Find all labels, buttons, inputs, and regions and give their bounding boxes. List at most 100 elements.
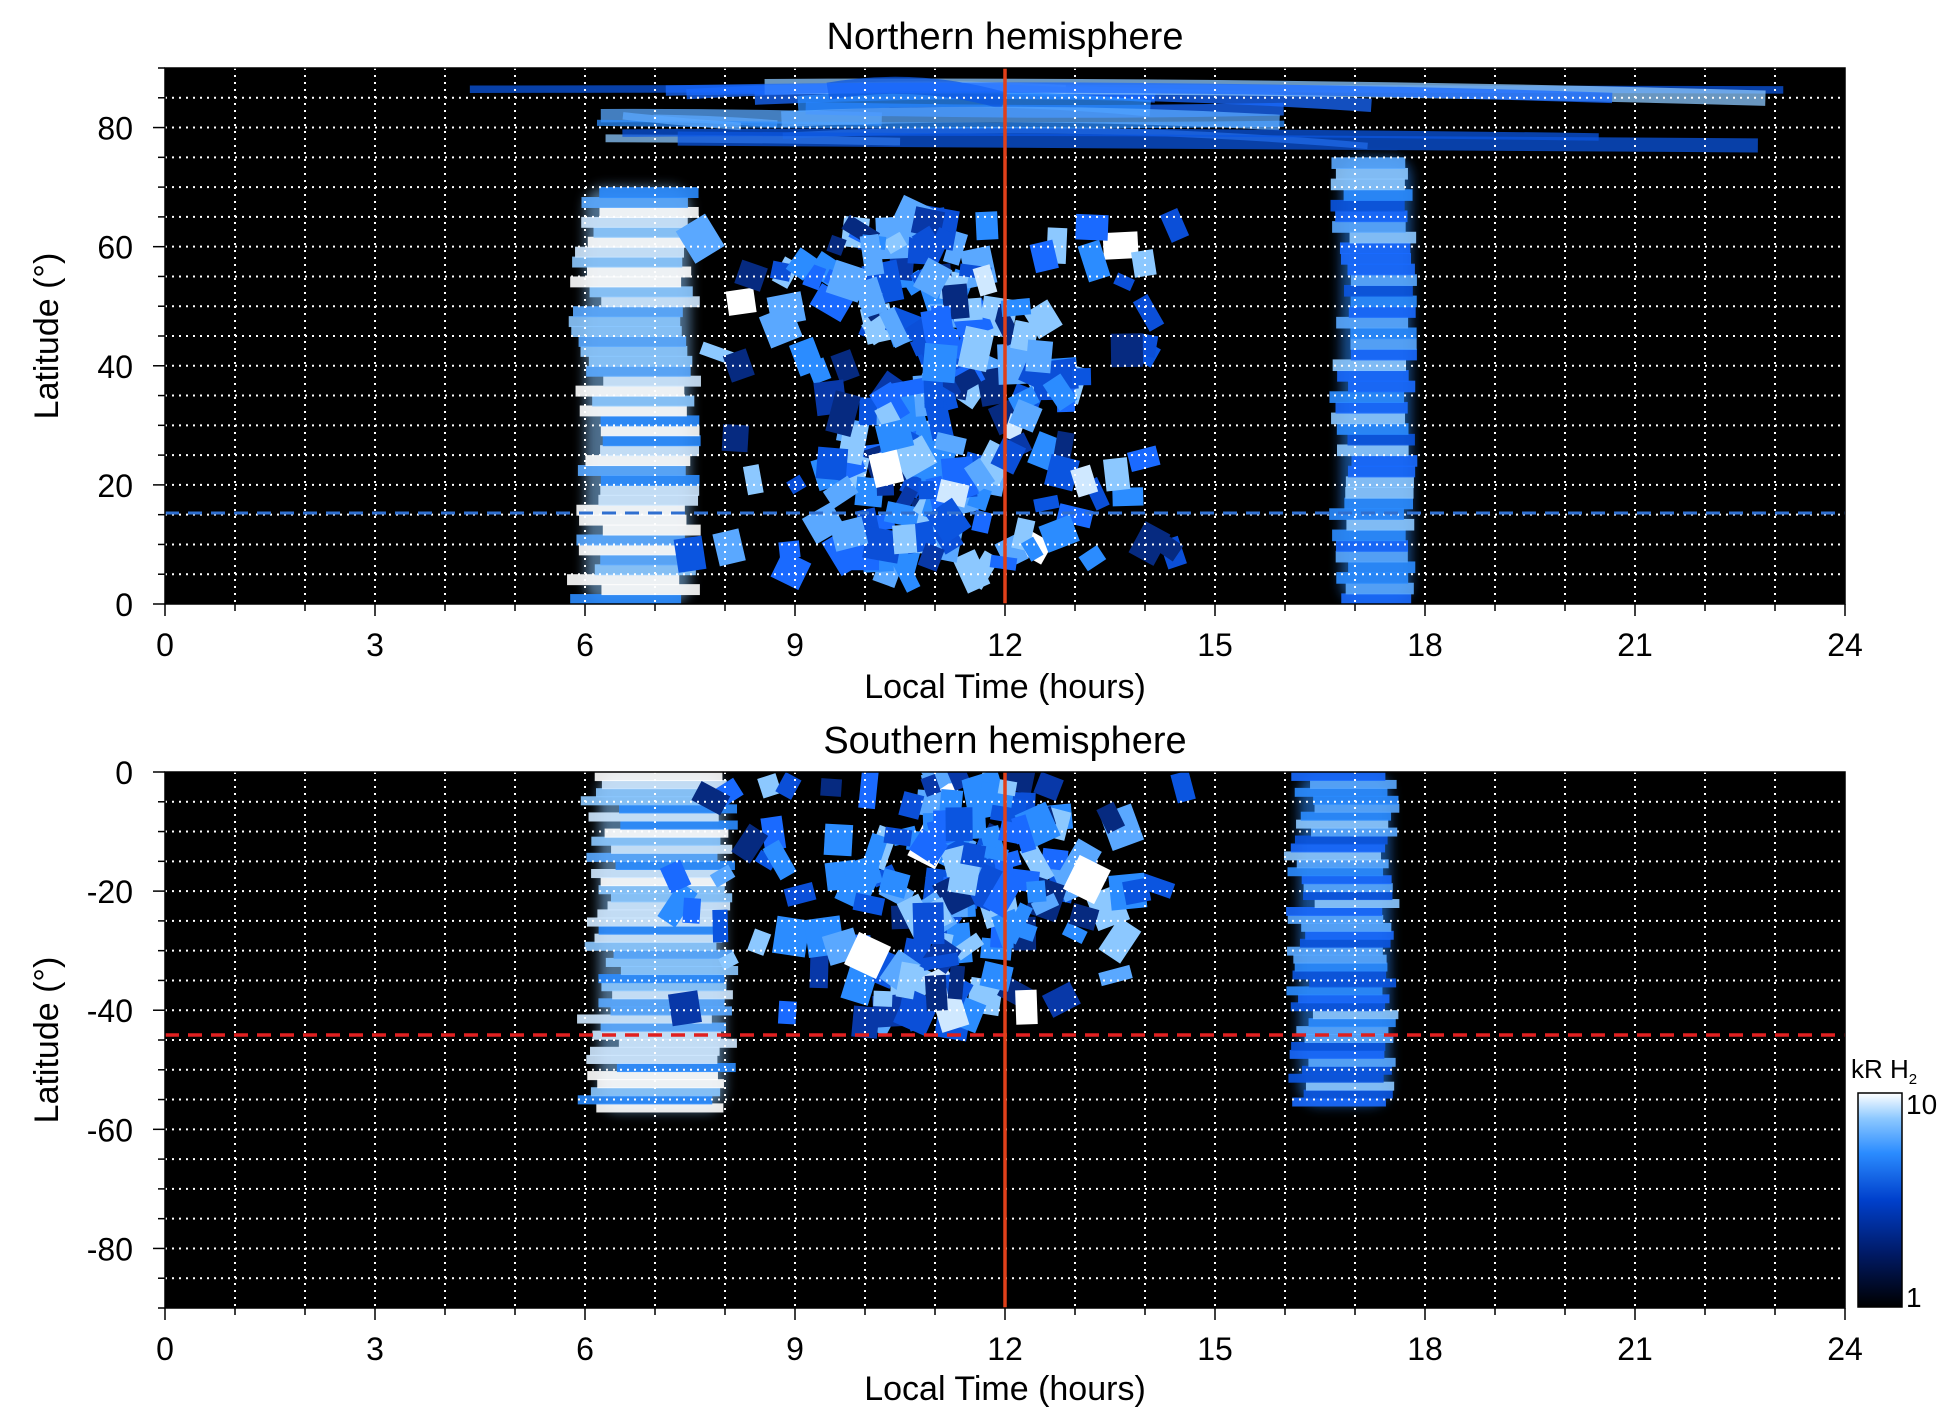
- north-emission-strip: [1332, 221, 1406, 233]
- north-emission-arc: [665, 82, 1613, 104]
- south-axes: 0 3 6 9 12 15 18 21 24 0 -20 -40 -60 -80: [87, 755, 1863, 1367]
- south-emission-patch: [908, 828, 949, 867]
- south-emission-strip: [1308, 1018, 1396, 1028]
- north-emission-strip: [575, 385, 685, 397]
- north-emission-strip: [1335, 401, 1408, 414]
- north-emission-patch: [785, 247, 818, 281]
- north-emission-arc: [622, 128, 1599, 141]
- south-emission-patch: [1026, 880, 1047, 903]
- north-emission-strip: [1336, 572, 1409, 584]
- north-emission-strip: [571, 326, 682, 337]
- north-emission-patch: [957, 325, 995, 373]
- north-title: Northern hemisphere: [827, 16, 1184, 58]
- north-emission-patch: [675, 213, 725, 264]
- north-emission-patch: [963, 457, 996, 492]
- north-emission-strip: [581, 216, 688, 228]
- south-emission-strip: [1288, 1073, 1384, 1083]
- south-emission-patch: [844, 931, 892, 980]
- south-emission-patch: [775, 772, 802, 800]
- south-emission-patch: [1019, 842, 1055, 885]
- north-emission-strip: [1336, 540, 1409, 552]
- north-emission-patch: [1075, 213, 1109, 241]
- north-emission-strip: [568, 316, 681, 328]
- south-emission-patch: [754, 849, 778, 871]
- north-emission-strip: [1339, 242, 1411, 255]
- south-emission-patch: [709, 864, 736, 888]
- north-emission-patch: [975, 211, 999, 241]
- south-x-tick-label: 3: [366, 1331, 384, 1367]
- north-emission-strip: [1346, 518, 1415, 531]
- south-emission-strip: [1305, 1081, 1395, 1091]
- north-emission-strip: [1337, 370, 1409, 382]
- north-emission-strip: [599, 206, 699, 218]
- north-emission-arc: [677, 131, 1758, 153]
- north-emission-patch: [912, 257, 953, 300]
- north-y-tick-label: 0: [115, 587, 133, 623]
- south-emission-strip: [586, 917, 718, 927]
- north-emission-patch: [925, 227, 953, 264]
- south-emission-patch: [858, 772, 880, 810]
- north-emission-patch: [1020, 536, 1044, 562]
- south-emission-strip: [590, 1087, 721, 1097]
- south-emission-patch: [1170, 772, 1196, 804]
- south-emission-patch: [823, 823, 854, 857]
- south-emission-strip: [1299, 938, 1391, 948]
- south-emission-patch: [762, 839, 797, 881]
- north-emission-strip: [593, 226, 696, 238]
- north-emission-strip: [573, 306, 683, 318]
- north-emission-strip: [1345, 476, 1414, 489]
- north-emission-strip: [1335, 167, 1408, 180]
- south-emission: [577, 772, 1400, 1113]
- north-emission-patch: [936, 478, 970, 508]
- south-emission-strip: [619, 804, 738, 814]
- south-emission-strip: [1291, 1041, 1386, 1051]
- north-y-tick-label: 80: [97, 111, 133, 147]
- south-emission-strip: [620, 820, 738, 830]
- north-emission-strip: [581, 197, 688, 208]
- north-emission-arc: [781, 106, 1280, 131]
- colorbar-label: kR H2: [1851, 1054, 1917, 1088]
- south-emission-strip: [591, 836, 721, 846]
- north-emission-strip: [1343, 189, 1413, 201]
- south-emission-patch: [842, 854, 883, 892]
- south-emission-strip: [598, 885, 725, 895]
- north-emission-patch: [953, 366, 982, 394]
- south-emission-strip: [1303, 891, 1393, 901]
- south-emission-strip: [1292, 970, 1387, 980]
- north-emission-strip: [580, 345, 688, 357]
- north-emission-patch: [1029, 239, 1059, 274]
- south-emission-patch: [1033, 772, 1064, 802]
- south-emission-dusk-band: [1283, 772, 1400, 1107]
- south-emission-strip: [600, 877, 726, 887]
- north-emission-dawn-band: [567, 187, 701, 604]
- south-emission-patch: [898, 791, 925, 820]
- south-emission-strip: [611, 844, 733, 854]
- south-emission-strip: [1300, 811, 1392, 821]
- north-emission-patch: [1038, 514, 1080, 553]
- south-emission-strip: [596, 788, 724, 798]
- south-panel: Southern hemisphere 0 3 6 9 12 15 18 21 24 0 -20 -4…: [28, 720, 1863, 1408]
- north-emission-strip: [1351, 455, 1418, 467]
- north-emission-strip: [600, 415, 700, 427]
- north-emission-strip: [1345, 582, 1414, 595]
- north-x-tick-label: 15: [1197, 627, 1233, 663]
- north-emission-patch: [806, 357, 832, 385]
- south-emission-strip: [1305, 930, 1394, 940]
- north-emission-patch: [778, 540, 801, 560]
- north-emission-patch: [826, 234, 847, 256]
- south-emission-patch: [1098, 964, 1133, 987]
- south-emission-strip: [1301, 922, 1392, 932]
- north-emission-strip: [600, 484, 700, 496]
- north-emission-strip: [600, 474, 700, 486]
- north-emission-strip: [570, 594, 682, 604]
- north-emission-patch: [918, 480, 936, 500]
- north-emission-patch: [1077, 239, 1111, 283]
- south-emission-strip: [1290, 843, 1386, 853]
- south-y-axis-label: Latitude (°): [28, 957, 66, 1124]
- north-emission-patch: [878, 306, 911, 349]
- north-emission-strip: [1330, 199, 1405, 212]
- north-emission-strip: [579, 405, 687, 417]
- south-emission-strip: [1286, 986, 1383, 996]
- north-emission-patch: [972, 264, 998, 297]
- north-emission-strip: [1335, 210, 1408, 223]
